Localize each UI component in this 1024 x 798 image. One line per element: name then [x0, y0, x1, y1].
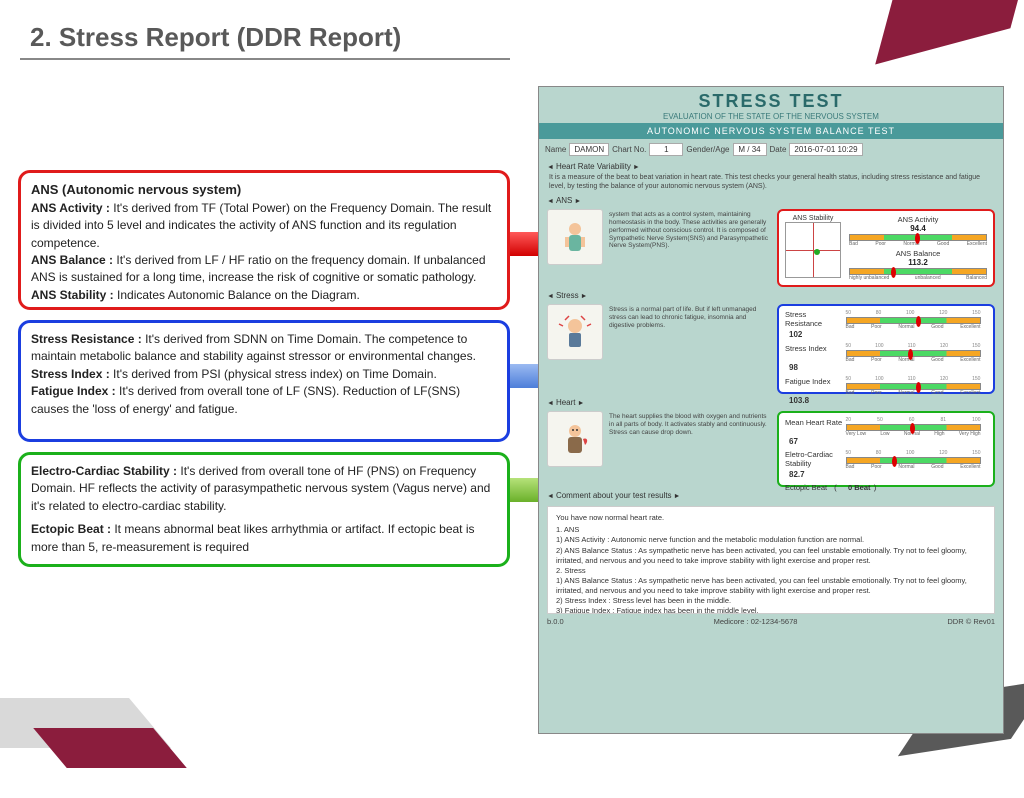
heart-illus [547, 411, 603, 467]
report-panel: STRESS TEST EVALUATION OF THE STATE OF T… [538, 86, 1004, 734]
report-info-row: NameDAMON Chart No.1 Gender/Age M / 34 Da… [539, 139, 1003, 160]
hrv-desc: It is a measure of the beat to beat vari… [539, 173, 1003, 194]
ans-balance-metric: ANS Balance 113.2 highly unbalancedunbal… [849, 249, 987, 281]
mhr-metric: Mean Heart Rate 20506081100Very LowLowNo… [785, 417, 987, 446]
chart-label: Chart No. [612, 145, 646, 154]
heart-info-box: Electro-Cardiac Stability : It's derived… [18, 452, 510, 567]
ans-metric-box: ANS Stability ANS Activity 94.4 BadPoorN… [777, 209, 995, 287]
gender-age-label: Gender/Age [686, 145, 729, 154]
fatigue-line: Fatigue Index : It's derived from overal… [31, 383, 497, 418]
fatigue-index-metric: Fatigue Index 50100110120150BadPoorNorma… [785, 376, 987, 405]
ecs-line: Electro-Cardiac Stability : It's derived… [31, 463, 497, 515]
stress-index-line: Stress Index : It's derived from PSI (ph… [31, 366, 497, 383]
stress-index-metric: Stress Index 50100110120150BadPoorNormal… [785, 343, 987, 372]
stress-resist-line: Stress Resistance : It's derived from SD… [31, 331, 497, 366]
ans-heading: ANS (Autonomic nervous system) [31, 181, 497, 200]
comments-box: You have now normal heart rate. 1. ANS 1… [547, 506, 995, 614]
ans-stability-label: ANS Stability [785, 215, 841, 222]
heart-sec-row: The heart supplies the blood with oxygen… [539, 409, 1003, 489]
ans-info-box: ANS (Autonomic nervous system) ANS Activ… [18, 170, 510, 310]
ans-midtext: system that acts as a control system, ma… [607, 209, 773, 287]
name-value: DAMON [569, 143, 609, 156]
gender-age-value: M / 34 [733, 143, 767, 156]
stress-sec-header: Stress [539, 289, 1003, 302]
stress-midtext: Stress is a normal part of life. But if … [607, 304, 773, 394]
title-underline [20, 58, 510, 60]
ans-activity-line: ANS Activity : It's derived from TF (Tot… [31, 200, 497, 252]
report-title: STRESS TEST [539, 87, 1003, 112]
heart-metric-box: Mean Heart Rate 20506081100Very LowLowNo… [777, 411, 995, 487]
stress-info-box: Stress Resistance : It's derived from SD… [18, 320, 510, 442]
heart-midtext: The heart supplies the blood with oxygen… [607, 411, 773, 487]
ans-illus [547, 209, 603, 265]
ans-balance-line: ANS Balance : It's derived from LF / HF … [31, 252, 497, 287]
chart-value: 1 [649, 143, 683, 156]
page-title: 2. Stress Report (DDR Report) [30, 22, 401, 53]
hrv-header: Heart Rate Variability [539, 160, 1003, 173]
ecs-metric: Eletro-Cardiac Stability 5080100120150Ba… [785, 450, 987, 479]
ans-sec-header: ANS [539, 194, 1003, 207]
ectopic-line: Ectopic Beat : It means abnormal beat li… [31, 521, 497, 556]
ans-activity-metric: ANS Activity 94.4 BadPoorNormalGoodExcel… [849, 215, 987, 247]
stress-metric-box: Stress Resistance 5080100120150BadPoorNo… [777, 304, 995, 394]
name-label: Name [545, 145, 566, 154]
report-band: AUTONOMIC NERVOUS SYSTEM BALANCE TEST [539, 123, 1003, 139]
corner-decoration-bl [0, 698, 220, 798]
ectopic-beat-metric: Ectopic Beat ( 0 Beat ) [785, 483, 987, 493]
stress-resistance-metric: Stress Resistance 5080100120150BadPoorNo… [785, 310, 987, 339]
date-value: 2016-07-01 10:29 [789, 143, 862, 156]
report-subtitle: EVALUATION OF THE STATE OF THE NERVOUS S… [539, 112, 1003, 121]
ans-sec-row: system that acts as a control system, ma… [539, 207, 1003, 289]
date-label: Date [770, 145, 787, 154]
report-footer: b.0.0 Medicore : 02-1234-5678 DDR © Rev0… [539, 614, 1003, 629]
stress-sec-row: Stress is a normal part of life. But if … [539, 302, 1003, 396]
stress-illus [547, 304, 603, 360]
ans-stability-diagram [785, 222, 841, 278]
ans-stability-line: ANS Stability : Indicates Autonomic Bala… [31, 287, 497, 304]
